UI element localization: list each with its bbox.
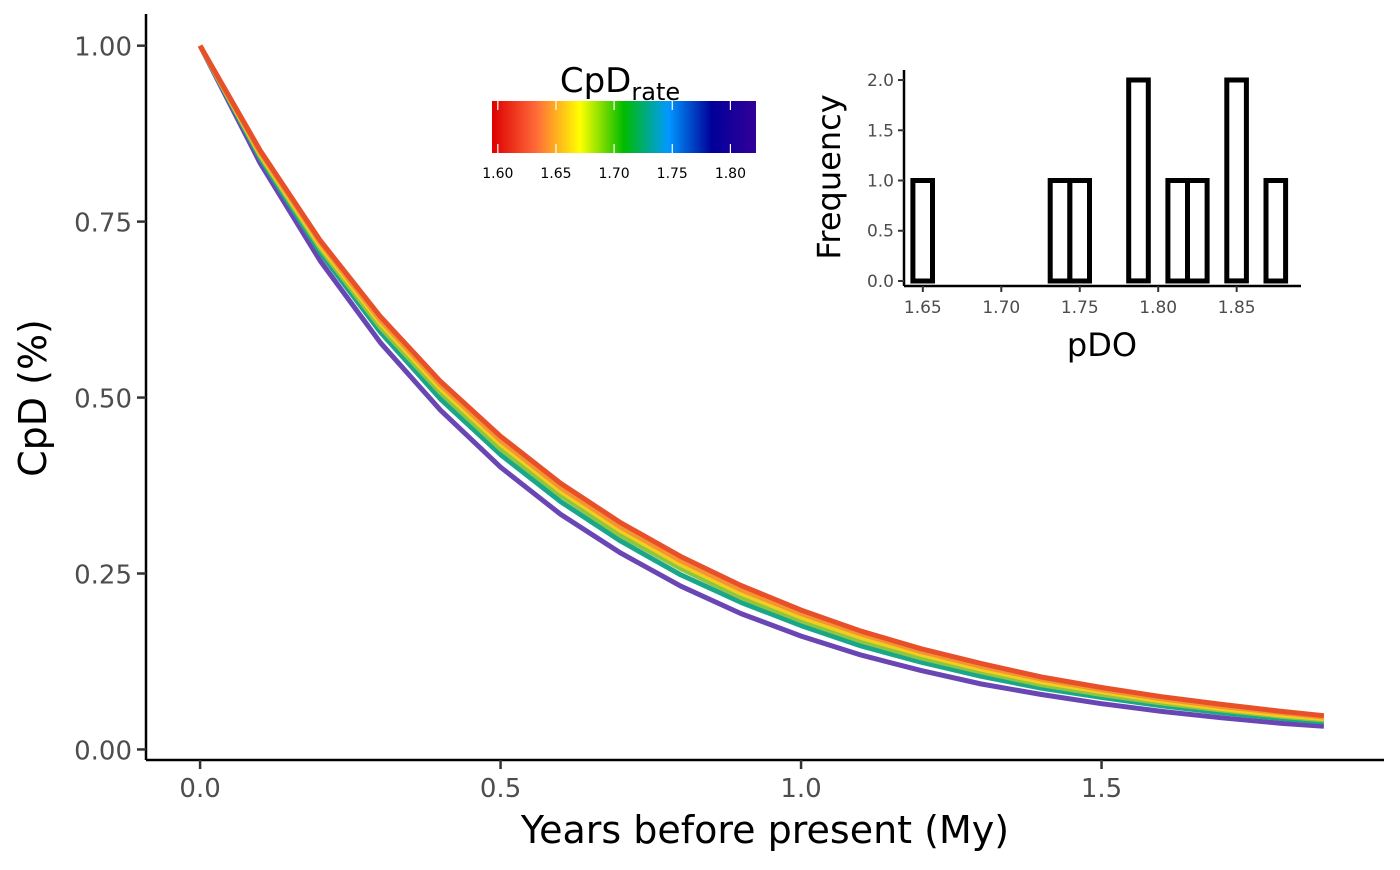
inset-x-axis-title: pDO: [1067, 326, 1137, 364]
main-x-axis-title: Years before present (My): [520, 808, 1009, 852]
legend-tick-label: 1.65: [540, 166, 571, 182]
inset-x-tick-label: 1.75: [1061, 298, 1099, 318]
inset-y-axis-title: Frequency: [810, 94, 848, 259]
inset-y-tick-label: 1.5: [867, 121, 894, 141]
color-legend: CpDrate 1.60 1.65 1.70 1.75 1.80: [482, 61, 756, 182]
main-x-ticks: 0.0 0.5 1.0 1.5: [179, 760, 1122, 804]
main-y-tick-label: 0.75: [74, 209, 132, 239]
series-line-0: [197, 44, 1325, 729]
main-y-axis-title: CpD (%): [11, 319, 55, 477]
legend-tick-label: 1.80: [715, 166, 746, 182]
legend-color-bar: [492, 101, 756, 153]
histogram-bar: [1263, 178, 1289, 284]
main-y-tick-label: 0.50: [74, 385, 132, 415]
main-x-tick-label: 0.5: [480, 774, 521, 804]
histogram-bar: [1165, 178, 1191, 284]
inset-y-tick-label: 0.5: [867, 222, 894, 242]
legend-tick-label: 1.60: [482, 166, 513, 182]
histogram-bar: [1126, 77, 1151, 284]
series-line-5: [197, 44, 1325, 719]
main-y-tick-label: 0.25: [74, 561, 132, 591]
inset-y-tick-label: 2.0: [867, 71, 894, 91]
inset-x-tick-label: 1.65: [904, 298, 942, 318]
main-y-tick-label: 1.00: [74, 33, 132, 63]
main-y-tick-label: 0.00: [74, 736, 132, 766]
inset-bars: [910, 77, 1289, 284]
inset-y-tick-label: 0.0: [867, 272, 894, 292]
legend-ticks: 1.60 1.65 1.70 1.75 1.80: [482, 101, 746, 182]
inset-x-tick-label: 1.85: [1218, 298, 1256, 318]
inset-x-tick-label: 1.80: [1139, 298, 1177, 318]
legend-tick-label: 1.70: [599, 166, 630, 182]
inset-y-ticks: 0.0 0.5 1.0 1.5 2.0: [867, 71, 904, 292]
inset-y-tick-label: 1.0: [867, 172, 894, 192]
histogram-bar: [1067, 178, 1093, 284]
histogram-bar: [1047, 178, 1073, 284]
inset-x-tick-label: 1.70: [982, 298, 1020, 318]
main-x-tick-label: 1.5: [1081, 774, 1122, 804]
legend-tick-label: 1.75: [657, 166, 688, 182]
legend-title-main: CpD: [560, 61, 632, 101]
main-y-ticks: 0.00 0.25 0.50 0.75 1.00: [74, 33, 146, 766]
histogram-bar: [1185, 178, 1210, 284]
inset-histogram: 1.65 1.70 1.75 1.80 1.85 0.0 0.5 1.0 1.5 2.0 pDO…: [810, 70, 1301, 364]
inset-x-ticks: 1.65 1.70 1.75 1.80 1.85: [904, 286, 1256, 318]
main-plot-lines: [197, 44, 1325, 729]
main-x-tick-label: 0.0: [179, 774, 220, 804]
series-line-1: [197, 44, 1325, 725]
main-x-tick-label: 1.0: [780, 774, 821, 804]
histogram-bar: [910, 178, 936, 284]
histogram-bar: [1224, 77, 1249, 284]
